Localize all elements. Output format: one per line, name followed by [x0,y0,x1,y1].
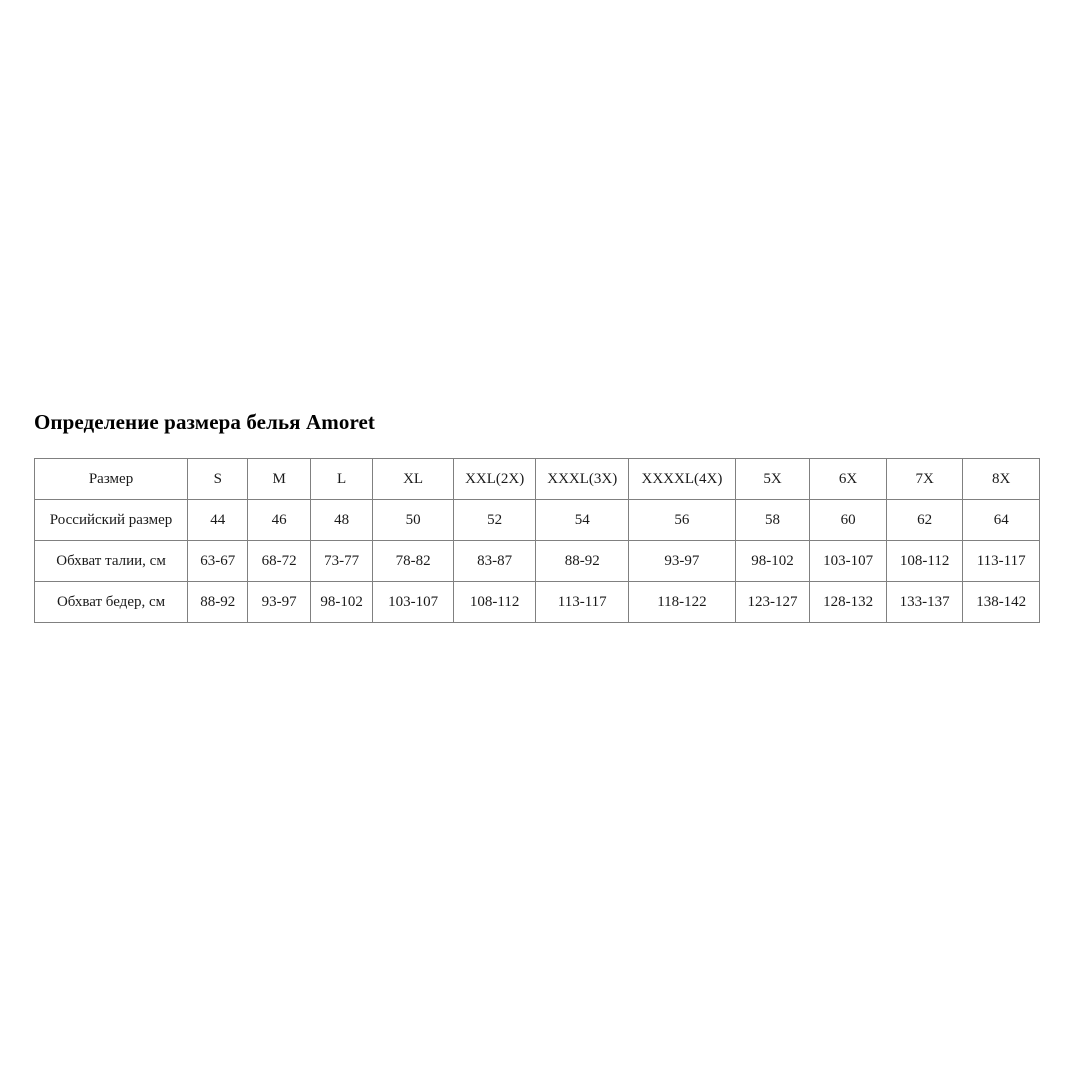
cell-russian-size-6x: 60 [809,499,887,541]
cell-waist-m: 68-72 [247,540,311,582]
table-row-hips: Обхват бедер, см 88-92 93-97 98-102 103-… [33,581,1040,623]
cell-russian-size-8x: 64 [962,499,1040,541]
cell-hips-xxxxl: 118-122 [628,581,736,623]
cell-size-6x: 6X [809,458,887,500]
cell-hips-6x: 128-132 [809,581,887,623]
cell-size-xxxl: XXXL(3X) [535,458,630,500]
cell-waist-xxxxl: 93-97 [628,540,736,582]
cell-russian-size-xxl: 52 [452,499,537,541]
cell-hips-s: 88-92 [187,581,249,623]
cell-waist-l: 73-77 [309,540,374,582]
cell-size-8x: 8X [962,458,1040,500]
cell-hips-m: 93-97 [247,581,311,623]
cell-hips-xxl: 108-112 [452,581,537,623]
cell-hips-xl: 103-107 [372,581,454,623]
table-row-size-labels: Размер S M L XL XXL(2X) XXXL(3X) XXXXL(4… [33,458,1040,500]
cell-size-xl: XL [372,458,454,500]
cell-russian-size-m: 46 [247,499,311,541]
row-header-waist: Обхват талии, см [33,540,189,582]
cell-waist-xxl: 83-87 [452,540,537,582]
cell-russian-size-7x: 62 [885,499,964,541]
cell-waist-5x: 98-102 [734,540,811,582]
cell-russian-size-l: 48 [309,499,374,541]
cell-size-xxxxl: XXXXL(4X) [628,458,736,500]
cell-size-5x: 5X [734,458,811,500]
row-header-russian-size: Российский размер [33,499,189,541]
cell-russian-size-s: 44 [187,499,249,541]
cell-waist-7x: 108-112 [885,540,964,582]
cell-russian-size-xxxxl: 56 [628,499,736,541]
cell-size-l: L [309,458,374,500]
cell-size-7x: 7X [885,458,964,500]
cell-hips-8x: 138-142 [962,581,1040,623]
cell-waist-s: 63-67 [187,540,249,582]
cell-hips-5x: 123-127 [734,581,811,623]
cell-russian-size-xl: 50 [372,499,454,541]
page-title: Определение размера белья Amoret [34,410,376,434]
cell-russian-size-5x: 58 [734,499,811,541]
cell-russian-size-xxxl: 54 [535,499,630,541]
table-row-russian-size: Российский размер 44 46 48 50 52 54 56 5… [33,499,1040,541]
cell-waist-8x: 113-117 [962,540,1040,582]
table-row-waist: Обхват талии, см 63-67 68-72 73-77 78-82… [33,540,1040,582]
cell-hips-7x: 133-137 [885,581,964,623]
row-header-hips: Обхват бедер, см [33,581,189,623]
cell-size-xxl: XXL(2X) [452,458,537,500]
cell-waist-6x: 103-107 [809,540,887,582]
size-chart-table: Размер S M L XL XXL(2X) XXXL(3X) XXXXL(4… [33,458,1040,623]
cell-size-s: S [187,458,249,500]
cell-hips-xxxl: 113-117 [535,581,630,623]
cell-waist-xxxl: 88-92 [535,540,630,582]
cell-hips-l: 98-102 [309,581,374,623]
size-chart-container: Размер S M L XL XXL(2X) XXXL(3X) XXXXL(4… [33,458,1040,623]
cell-size-m: M [247,458,311,500]
row-header-size: Размер [33,458,189,500]
cell-waist-xl: 78-82 [372,540,454,582]
